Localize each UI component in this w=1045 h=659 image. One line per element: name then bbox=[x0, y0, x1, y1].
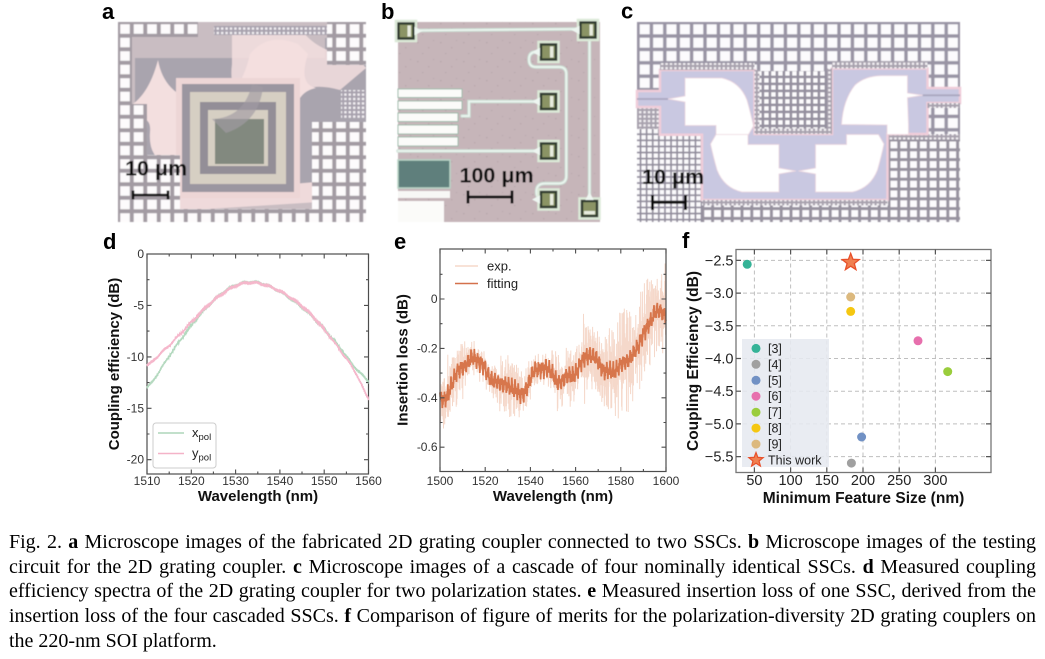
svg-text:[7]: [7] bbox=[768, 406, 782, 420]
svg-text:−4.0: −4.0 bbox=[705, 352, 734, 368]
svg-text:Minimum Feature Size (nm): Minimum Feature Size (nm) bbox=[763, 490, 965, 507]
svg-text:c: c bbox=[621, 0, 633, 24]
svg-text:0: 0 bbox=[137, 247, 144, 261]
svg-text:50: 50 bbox=[746, 473, 762, 489]
svg-text:1600: 1600 bbox=[653, 474, 680, 488]
svg-text:-20: -20 bbox=[127, 453, 145, 467]
svg-text:[8]: [8] bbox=[768, 422, 782, 436]
svg-text:1560: 1560 bbox=[355, 474, 382, 488]
svg-text:Coupling efficiency (dB): Coupling efficiency (dB) bbox=[106, 278, 123, 451]
svg-text:−3.5: −3.5 bbox=[705, 319, 734, 335]
svg-text:This work: This work bbox=[768, 454, 822, 468]
svg-text:-0.6: -0.6 bbox=[417, 440, 438, 454]
svg-text:1540: 1540 bbox=[517, 474, 544, 488]
svg-text:−2.5: −2.5 bbox=[705, 253, 734, 269]
svg-text:−5.5: −5.5 bbox=[705, 450, 734, 466]
svg-text:Coupling Efficiency (dB): Coupling Efficiency (dB) bbox=[685, 271, 702, 451]
svg-text:1580: 1580 bbox=[607, 474, 634, 488]
svg-text:1500: 1500 bbox=[427, 474, 454, 488]
svg-text:0: 0 bbox=[431, 292, 438, 306]
svg-text:100 μm: 100 μm bbox=[460, 164, 534, 188]
svg-text:[9]: [9] bbox=[768, 438, 782, 452]
svg-text:1520: 1520 bbox=[178, 474, 205, 488]
svg-text:1550: 1550 bbox=[311, 474, 338, 488]
svg-text:1510: 1510 bbox=[134, 474, 161, 488]
svg-text:fitting: fitting bbox=[487, 276, 518, 291]
svg-text:[3]: [3] bbox=[768, 342, 782, 356]
svg-text:-15: -15 bbox=[127, 401, 145, 415]
svg-text:−4.5: −4.5 bbox=[705, 384, 734, 400]
svg-text:Insertion loss (dB): Insertion loss (dB) bbox=[395, 294, 412, 426]
svg-text:1520: 1520 bbox=[472, 474, 499, 488]
svg-text:Wavelength (nm): Wavelength (nm) bbox=[198, 488, 318, 505]
svg-text:f: f bbox=[682, 228, 690, 253]
svg-text:10 μm: 10 μm bbox=[125, 157, 187, 181]
svg-text:100: 100 bbox=[778, 473, 802, 489]
svg-text:a: a bbox=[102, 0, 115, 24]
svg-text:200: 200 bbox=[851, 473, 875, 489]
svg-text:[5]: [5] bbox=[768, 374, 782, 388]
svg-text:-0.2: -0.2 bbox=[417, 341, 438, 355]
svg-text:-0.4: -0.4 bbox=[417, 391, 438, 405]
svg-text:b: b bbox=[381, 0, 394, 24]
svg-text:1540: 1540 bbox=[267, 474, 294, 488]
svg-text:-5: -5 bbox=[133, 298, 144, 312]
svg-text:-10: -10 bbox=[127, 350, 145, 364]
svg-text:10 μm: 10 μm bbox=[642, 165, 704, 189]
svg-text:[4]: [4] bbox=[768, 358, 782, 372]
svg-text:1560: 1560 bbox=[562, 474, 589, 488]
svg-text:d: d bbox=[103, 229, 116, 254]
svg-text:exp.: exp. bbox=[487, 259, 512, 274]
svg-text:−5.0: −5.0 bbox=[705, 417, 734, 433]
svg-text:300: 300 bbox=[923, 473, 947, 489]
svg-text:150: 150 bbox=[815, 473, 839, 489]
svg-text:250: 250 bbox=[887, 473, 911, 489]
svg-text:−3.0: −3.0 bbox=[705, 286, 734, 302]
svg-text:Wavelength (nm): Wavelength (nm) bbox=[493, 488, 613, 505]
svg-text:[6]: [6] bbox=[768, 390, 782, 404]
svg-text:1530: 1530 bbox=[222, 474, 249, 488]
svg-text:e: e bbox=[394, 229, 406, 254]
